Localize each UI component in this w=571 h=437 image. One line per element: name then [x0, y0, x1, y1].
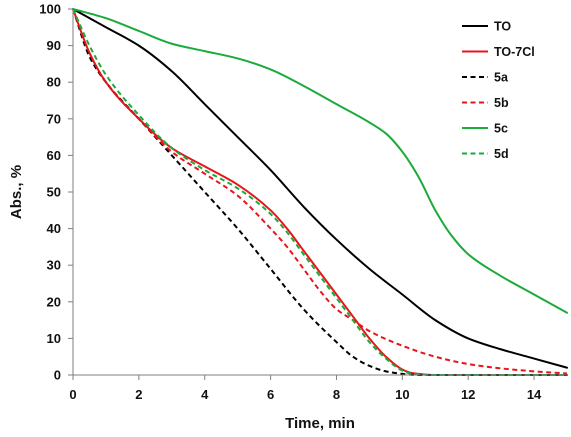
- legend-item: 5d: [462, 147, 509, 161]
- x-tick-label: 4: [201, 387, 209, 402]
- y-tick-label: 90: [47, 38, 61, 53]
- legend-label: 5b: [494, 96, 509, 110]
- series-layer: [72, 8, 568, 376]
- y-tick-label: 80: [47, 75, 61, 90]
- y-tick-label: 60: [47, 148, 61, 163]
- y-tick-label: 0: [54, 368, 61, 383]
- y-tick-label: 30: [47, 258, 61, 273]
- series-line-5a: [72, 8, 567, 376]
- x-tick-label: 14: [527, 387, 542, 402]
- legend-label: TO-7Cl: [494, 45, 535, 59]
- y-tick-label: 50: [47, 185, 61, 200]
- y-axis-title: Abs., %: [8, 165, 25, 219]
- y-tick-label: 100: [39, 2, 61, 17]
- legend-item: TO: [462, 20, 511, 34]
- legend-label: TO: [494, 20, 511, 34]
- legend-label: 5a: [494, 71, 509, 85]
- series-line-to: [72, 8, 568, 369]
- legend: TO TO-7Cl 5a 5b 5c 5d: [462, 20, 535, 161]
- x-tick-label: 0: [69, 387, 76, 402]
- y-tick-label: 10: [47, 331, 61, 346]
- axes-layer: 0 10 20 30 40 50 60 70 80 90 100 0 2 4 6 8 10 12 14: [39, 2, 567, 402]
- legend-item: 5a: [462, 71, 509, 85]
- x-tick-label: 12: [461, 387, 475, 402]
- y-tick-label: 40: [47, 221, 61, 236]
- series-line-5d: [72, 8, 567, 376]
- legend-label: 5d: [494, 147, 509, 161]
- x-axis-title: Time, min: [285, 415, 355, 432]
- y-tick-label: 20: [47, 294, 61, 309]
- y-tick-label: 70: [47, 111, 61, 126]
- legend-label: 5c: [494, 122, 508, 136]
- series-line-to-7cl: [72, 8, 568, 376]
- x-tick-label: 8: [333, 387, 340, 402]
- x-tick-label: 10: [395, 387, 409, 402]
- series-line-5b: [72, 8, 568, 375]
- legend-item: TO-7Cl: [462, 45, 535, 59]
- legend-item: 5c: [462, 122, 508, 136]
- x-tick-label: 2: [135, 387, 142, 402]
- legend-item: 5b: [462, 96, 509, 110]
- series-line-5c: [72, 8, 568, 314]
- x-tick-label: 6: [267, 387, 274, 402]
